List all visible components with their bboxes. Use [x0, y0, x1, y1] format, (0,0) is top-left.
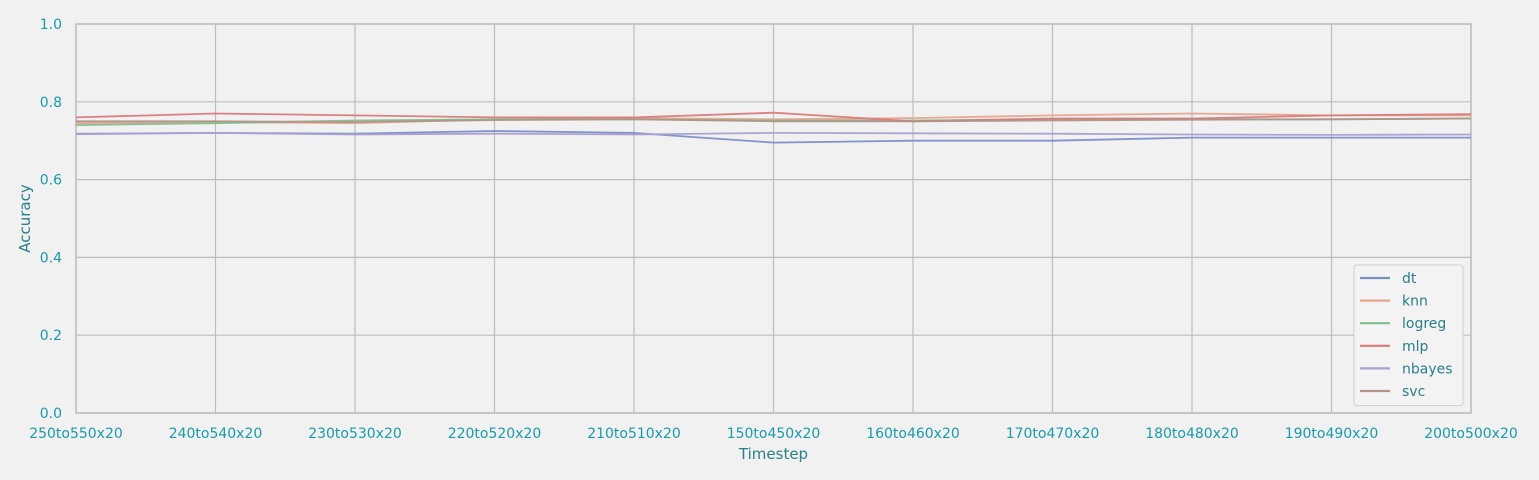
y-tick-label: 0.0: [40, 406, 62, 422]
series-line-svc: [76, 117, 1472, 123]
x-tick-label: 250to550x20: [29, 426, 123, 442]
legend-label-logreg: logreg: [1402, 316, 1446, 332]
y-tick-label: 1.0: [40, 17, 62, 33]
legend-label-svc: svc: [1402, 384, 1425, 400]
x-tick-label: 210to510x20: [587, 426, 681, 442]
y-axis-title: Accuracy: [16, 184, 34, 253]
series-line-knn: [75, 112, 1471, 125]
legend-label-knn: knn: [1402, 294, 1428, 310]
y-tick-label: 0.4: [40, 250, 62, 266]
legend-label-nbayes: nbayes: [1402, 361, 1453, 377]
y-tick-label: 0.2: [40, 328, 62, 344]
y-tick-label: 0.8: [40, 95, 62, 111]
x-tick-label: 240to540x20: [169, 426, 263, 442]
y-tick-label: 0.6: [40, 173, 62, 189]
x-tick-label: 160to460x20: [866, 426, 960, 442]
grid-lines: [75, 23, 1472, 414]
x-tick-label: 230to530x20: [308, 426, 402, 442]
series-lines: [75, 111, 1472, 144]
series-line-nbayes: [75, 131, 1472, 136]
legend-label-mlp: mlp: [1402, 339, 1429, 355]
x-tick-label: 180to480x20: [1145, 426, 1239, 442]
legend: dt knn logreg mlp nbayes svc: [1353, 264, 1464, 407]
x-tick-label: 150to450x20: [727, 426, 821, 442]
legend-label-dt: dt: [1402, 271, 1417, 287]
series-line-mlp: [75, 111, 1472, 123]
x-tick-label: 220to520x20: [448, 426, 542, 442]
x-tick-label: 190to490x20: [1285, 426, 1379, 442]
x-tick-labels: 250to550x20 240to540x20 230to530x20 220to52…: [29, 426, 1518, 442]
plot-frame: [75, 23, 1472, 414]
x-axis-title: Timestep: [738, 445, 808, 463]
x-tick-label: 170to470x20: [1006, 426, 1100, 442]
y-tick-labels: 0.0 0.2 0.4 0.6 0.8 1.0: [40, 17, 62, 422]
x-tick-label: 200to500x20: [1424, 426, 1518, 442]
